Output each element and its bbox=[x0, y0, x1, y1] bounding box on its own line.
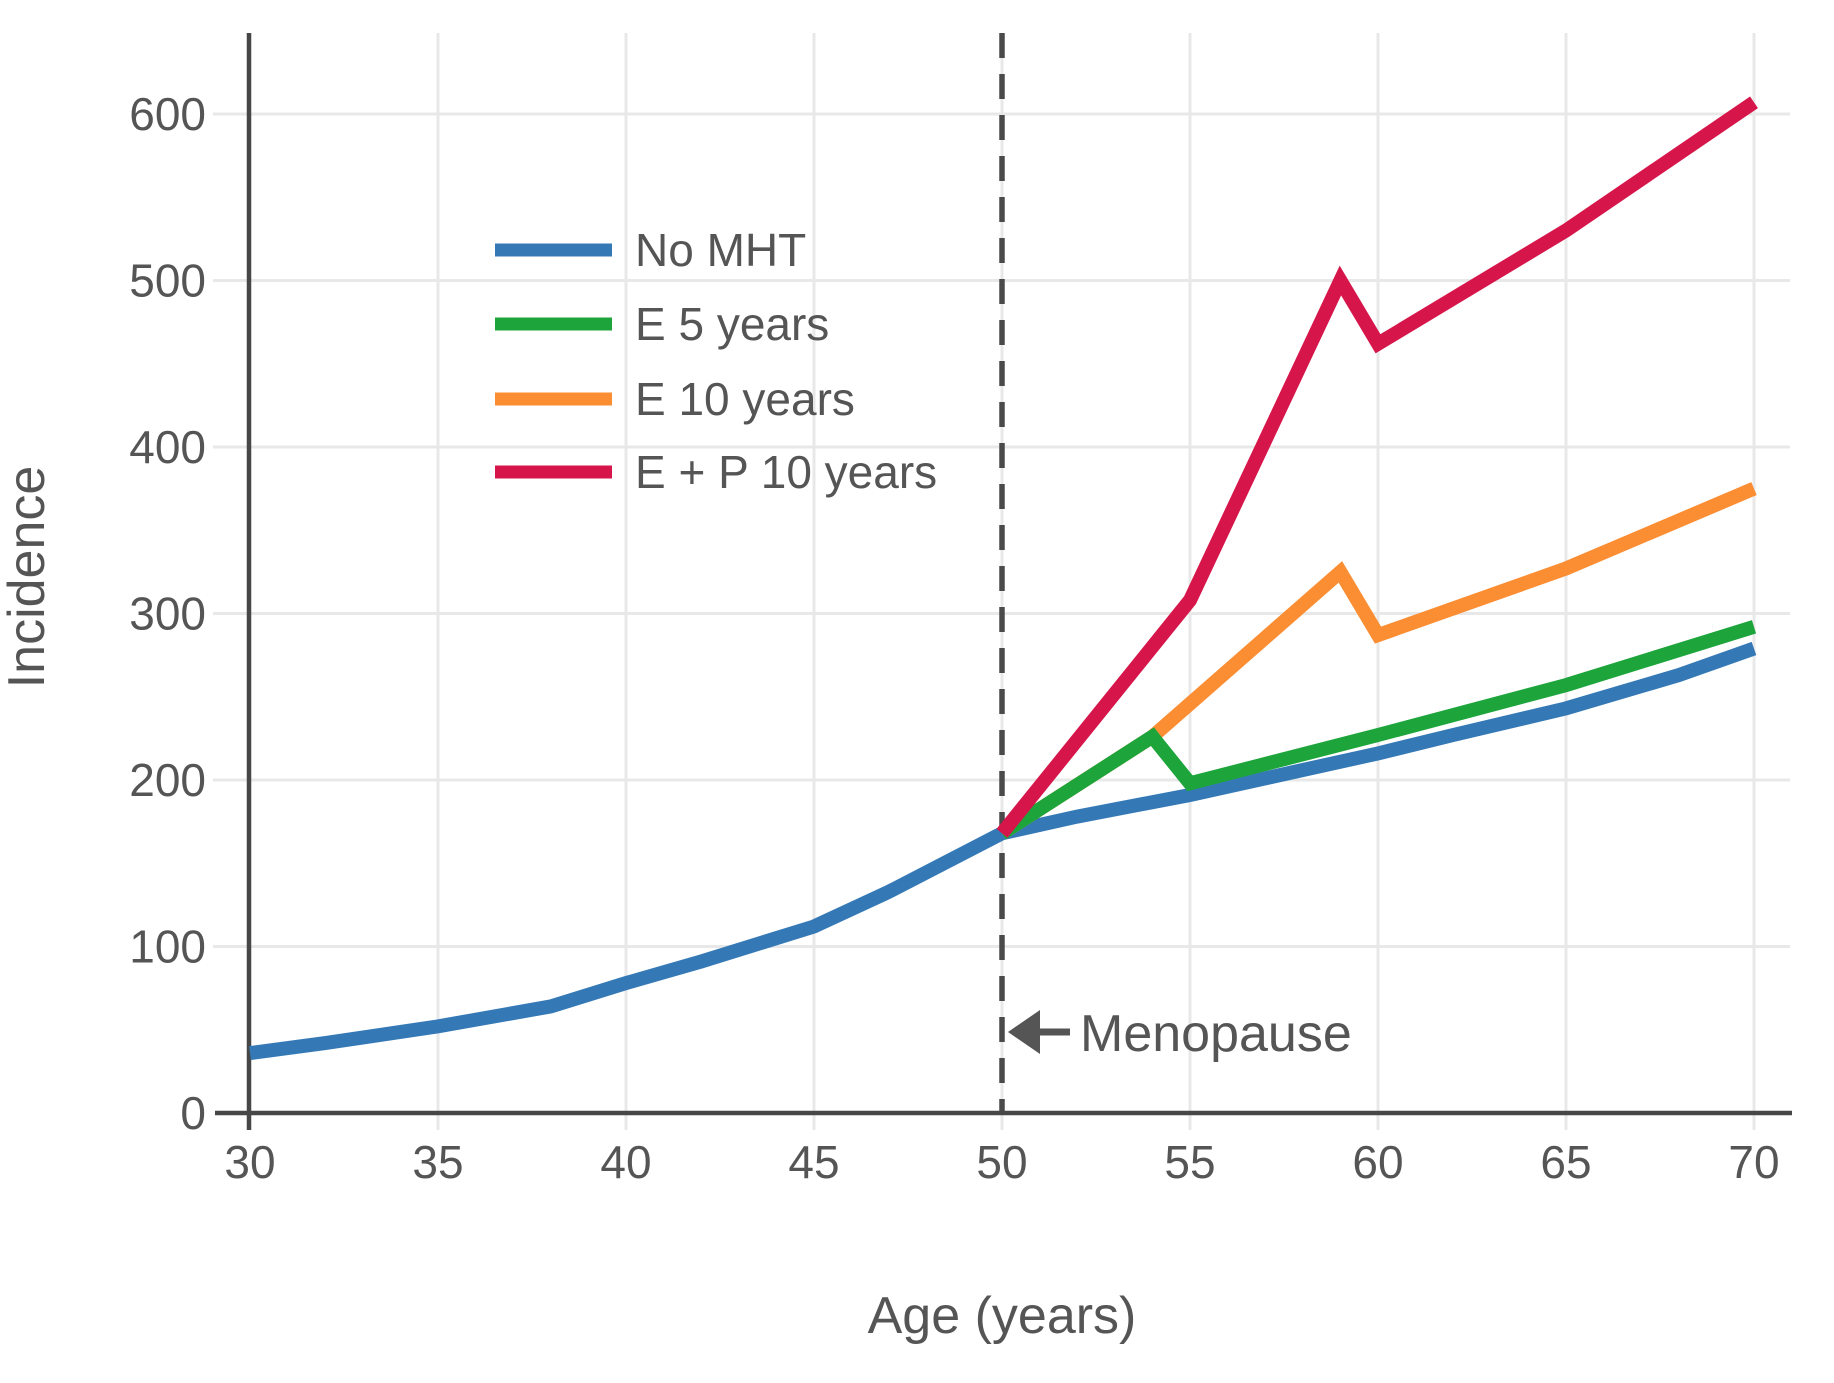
y-tick-label: 500 bbox=[129, 255, 206, 307]
axes bbox=[215, 33, 1792, 1130]
x-tick-label: 35 bbox=[412, 1136, 463, 1188]
y-tick-label: 100 bbox=[129, 921, 206, 973]
x-tick-label: 45 bbox=[788, 1136, 839, 1188]
x-tick-label: 40 bbox=[600, 1136, 651, 1188]
y-tick-label: 300 bbox=[129, 588, 206, 640]
y-tick-label: 0 bbox=[180, 1087, 206, 1139]
x-axis-title: Age (years) bbox=[868, 1287, 1137, 1345]
x-tick-label: 55 bbox=[1164, 1136, 1215, 1188]
y-tick-label: 600 bbox=[129, 88, 206, 140]
x-tick-label: 60 bbox=[1352, 1136, 1403, 1188]
tick-labels: 0 100 200 300 400 500 600 30 35 40 45 50 55 60 65 70 bbox=[129, 88, 1779, 1188]
series-line-e-p-10-years bbox=[996, 96, 1758, 838]
x-tick-label: 70 bbox=[1728, 1136, 1779, 1188]
legend-label: E 10 years bbox=[635, 373, 855, 425]
legend-label: E 5 years bbox=[635, 298, 829, 350]
y-axis-title: Incidence bbox=[0, 466, 56, 689]
legend: No MHT E 5 years E 10 years E + P 10 years bbox=[495, 224, 937, 498]
series-line-e-5-years bbox=[998, 620, 1757, 840]
menopause-annotation: Menopause bbox=[1008, 1005, 1352, 1063]
y-tick-label: 400 bbox=[129, 421, 206, 473]
legend-label: No MHT bbox=[635, 224, 806, 276]
x-tick-label: 50 bbox=[976, 1136, 1027, 1188]
left-arrow-icon bbox=[1008, 1010, 1040, 1054]
x-tick-label: 30 bbox=[224, 1136, 275, 1188]
annotation-text: Menopause bbox=[1080, 1005, 1352, 1063]
data-series bbox=[249, 96, 1758, 1061]
legend-label: E + P 10 years bbox=[635, 446, 937, 498]
y-tick-label: 200 bbox=[129, 754, 206, 806]
x-tick-label: 65 bbox=[1540, 1136, 1591, 1188]
